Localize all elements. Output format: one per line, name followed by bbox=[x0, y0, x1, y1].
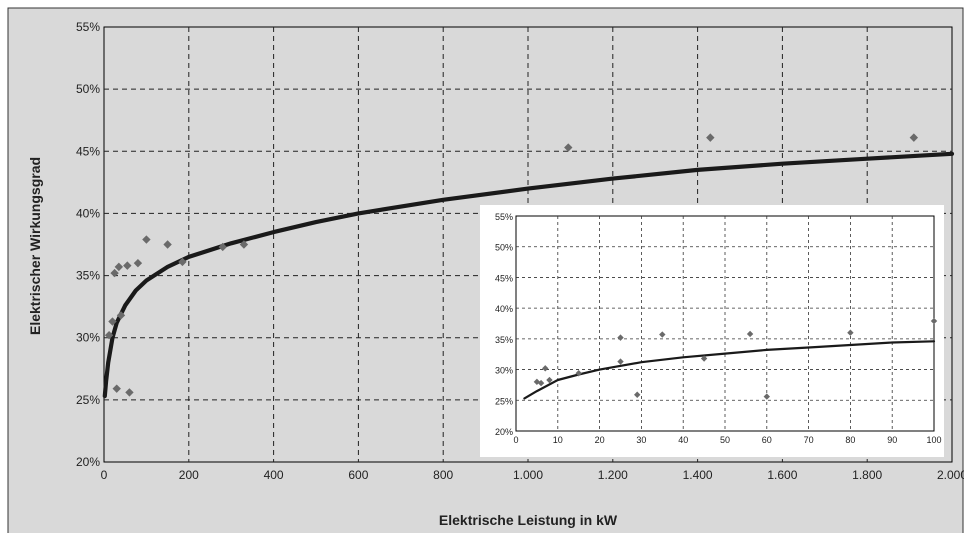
inset-fit-curve bbox=[523, 340, 936, 400]
main-x-tick-label: 800 bbox=[433, 468, 453, 482]
main-series-layer bbox=[102, 133, 955, 399]
main-y-tick-label: 20% bbox=[76, 455, 100, 469]
inset-data-point bbox=[537, 379, 545, 387]
main-data-point bbox=[218, 242, 227, 252]
inset-data-point bbox=[617, 358, 624, 365]
inset-data-point bbox=[546, 376, 553, 384]
main-x-tick-label: 0 bbox=[101, 468, 108, 482]
inset-data-point bbox=[659, 331, 666, 338]
main-y-tick-label: 40% bbox=[76, 206, 100, 220]
main-data-point bbox=[163, 240, 172, 249]
inset-data-point bbox=[542, 365, 549, 372]
main-data-point bbox=[564, 143, 573, 152]
main-x-tick-label: 1.600 bbox=[767, 468, 797, 482]
x-axis-title: Elektrische Leistung in kW bbox=[439, 512, 618, 528]
inset-y-tick-label: 50% bbox=[495, 243, 513, 253]
inset-data-point bbox=[847, 329, 854, 336]
inset-data-point bbox=[634, 391, 641, 398]
inset-x-tick-label: 60 bbox=[762, 435, 772, 445]
main-data-point bbox=[706, 133, 715, 142]
main-y-tick-label: 30% bbox=[76, 331, 100, 345]
inset-x-tick-label: 30 bbox=[636, 435, 646, 445]
main-x-tick-label: 1.400 bbox=[683, 468, 713, 482]
inset-y-tick-label: 55% bbox=[495, 212, 513, 222]
y-axis-title: Elektrischer Wirkungsgrad bbox=[27, 157, 43, 335]
main-data-point bbox=[142, 235, 151, 244]
inset-x-tick-label: 90 bbox=[887, 435, 897, 445]
main-data-point bbox=[116, 311, 126, 320]
inset-y-tick-label: 40% bbox=[495, 304, 513, 314]
main-data-point bbox=[178, 257, 187, 267]
inset-data-point bbox=[763, 393, 770, 400]
main-y-tick-label: 55% bbox=[76, 20, 100, 34]
inset-data-point bbox=[617, 334, 624, 341]
main-y-tick-label: 25% bbox=[76, 393, 100, 407]
inset-tick-labels: 0 10 20 30 40 50 60 70 80 90 100 20% 25% 30% 35% 40% 45%… bbox=[495, 212, 942, 445]
inset-x-tick-label: 80 bbox=[845, 435, 855, 445]
main-data-point bbox=[110, 268, 119, 278]
main-data-point bbox=[104, 331, 114, 340]
main-data-point bbox=[239, 240, 249, 249]
main-x-tick-label: 400 bbox=[264, 468, 284, 482]
main-y-tick-label: 35% bbox=[76, 269, 100, 283]
main-data-point bbox=[114, 262, 124, 272]
inset-data-point bbox=[930, 317, 938, 325]
inset-data-point bbox=[700, 355, 708, 362]
inset-series-layer bbox=[523, 317, 938, 400]
inset-y-tick-label: 30% bbox=[495, 366, 513, 376]
main-x-tick-label: 200 bbox=[179, 468, 199, 482]
main-data-point bbox=[112, 384, 121, 393]
inset-x-tick-label: 0 bbox=[513, 435, 518, 445]
inset-plot-area bbox=[515, 215, 935, 432]
inset-x-tick-label: 40 bbox=[678, 435, 688, 445]
main-data-point bbox=[133, 258, 143, 268]
inset-y-tick-label: 45% bbox=[495, 273, 513, 283]
main-x-tick-label: 1.800 bbox=[852, 468, 882, 482]
main-data-point bbox=[909, 133, 919, 142]
main-data-point bbox=[123, 261, 132, 270]
inset-y-tick-label: 25% bbox=[495, 396, 513, 406]
main-fit-curve bbox=[102, 151, 955, 399]
main-data-point bbox=[108, 317, 117, 326]
inset-x-tick-label: 50 bbox=[720, 435, 730, 445]
main-x-tick-label: 1.000 bbox=[513, 468, 543, 482]
inset-y-tick-label: 20% bbox=[495, 427, 513, 437]
main-x-tick-label: 1.200 bbox=[598, 468, 628, 482]
main-y-tick-label: 50% bbox=[76, 82, 100, 96]
inset-data-point bbox=[746, 330, 754, 338]
main-y-tick-label: 45% bbox=[76, 144, 100, 158]
inset-x-tick-label: 20 bbox=[595, 435, 605, 445]
main-tick-labels: 0 200 400 600 800 1.000 1.200 1.400 1.600 1.800 2.… bbox=[76, 20, 964, 482]
inset-data-point bbox=[575, 370, 582, 377]
inset-gridlines bbox=[516, 216, 934, 431]
inset-x-tick-label: 100 bbox=[926, 435, 941, 445]
main-data-point bbox=[125, 388, 134, 397]
inset-y-tick-label: 35% bbox=[495, 335, 513, 345]
main-x-tick-label: 2.000 bbox=[937, 468, 964, 482]
inset-x-tick-label: 70 bbox=[804, 435, 814, 445]
main-x-tick-label: 600 bbox=[348, 468, 368, 482]
inset-x-tick-label: 10 bbox=[553, 435, 563, 445]
